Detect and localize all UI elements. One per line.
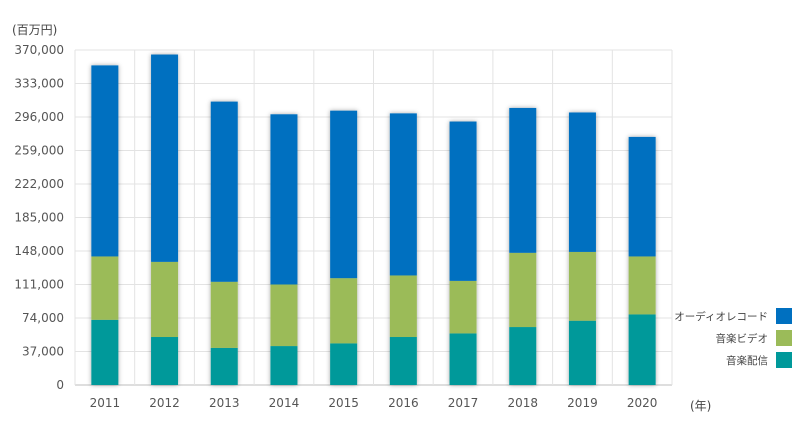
bar---2014 — [270, 284, 298, 347]
bar---2013 — [210, 101, 238, 282]
bar---2012 — [151, 261, 179, 338]
legend-swatch — [776, 352, 792, 368]
bar-stack-2011 — [91, 65, 119, 385]
bar-stack-2013 — [210, 101, 238, 385]
bar---2018 — [509, 107, 537, 253]
bar---2020 — [628, 314, 656, 385]
bar---2014 — [270, 346, 298, 385]
y-tick-label: 222,000 — [14, 177, 64, 191]
legend-label: 音楽配信 — [726, 354, 768, 367]
bar---2011 — [91, 319, 119, 385]
bar-stack-2015 — [330, 110, 358, 385]
bar-stack-2020 — [628, 136, 656, 385]
bar---2013 — [210, 281, 238, 348]
bar---2018 — [509, 252, 537, 328]
bar---2020 — [628, 256, 656, 315]
y-tick-label: 111,000 — [14, 278, 64, 292]
legend-swatch — [776, 330, 792, 346]
y-tick-label: 148,000 — [14, 244, 64, 258]
bar---2015 — [330, 343, 358, 385]
y-tick-label: 296,000 — [14, 110, 64, 124]
y-tick-label: 185,000 — [14, 211, 64, 225]
x-tick-label: 2013 — [209, 396, 240, 410]
bar---2011 — [91, 256, 119, 320]
y-tick-label: 74,000 — [22, 311, 64, 325]
bar---2018 — [509, 327, 537, 385]
bar---2015 — [330, 110, 358, 279]
bar---2015 — [330, 278, 358, 344]
bar---2017 — [449, 121, 477, 281]
legend-item: オーディオレコード — [674, 308, 792, 324]
x-tick-label: 2012 — [149, 396, 180, 410]
bar---2011 — [91, 65, 119, 257]
y-tick-label: 0 — [56, 378, 64, 392]
bar---2016 — [389, 337, 417, 385]
bar---2016 — [389, 113, 417, 276]
legend-item: 音楽ビデオ — [716, 330, 792, 346]
bar---2013 — [210, 347, 238, 385]
legend-swatch — [776, 308, 792, 324]
x-axis-unit-label: (年) — [690, 399, 711, 413]
bar-stack-2016 — [389, 113, 417, 385]
bar-stack-2017 — [449, 121, 477, 385]
y-axis-ticks: 0 37,000 74,000 111,000 148,000 185,000 222,00… — [14, 43, 64, 392]
bars — [91, 54, 656, 385]
bar---2012 — [151, 54, 179, 262]
bar-stack-2019 — [568, 112, 596, 385]
bar---2014 — [270, 114, 298, 285]
y-tick-label: 370,000 — [14, 43, 64, 57]
x-tick-label: 2015 — [328, 396, 359, 410]
bar---2017 — [449, 333, 477, 385]
y-tick-label: 333,000 — [14, 77, 64, 91]
bar-stack-2018 — [509, 107, 537, 385]
bar---2020 — [628, 136, 656, 257]
bar---2017 — [449, 280, 477, 334]
x-tick-label: 2011 — [90, 396, 121, 410]
legend-label: オーディオレコード — [674, 310, 768, 323]
y-tick-label: 37,000 — [22, 345, 64, 359]
y-axis-unit-label: (百万円) — [12, 23, 57, 37]
bar-stack-2014 — [270, 114, 298, 385]
x-tick-label: 2014 — [269, 396, 300, 410]
bar---2019 — [568, 320, 596, 385]
y-tick-label: 259,000 — [14, 144, 64, 158]
bar---2016 — [389, 275, 417, 338]
legend-label: 音楽ビデオ — [716, 332, 769, 345]
x-tick-label: 2019 — [567, 396, 598, 410]
legend-item: 音楽配信 — [726, 352, 792, 368]
x-axis-ticks: 2011 2012 2013 2014 2015 2016 2017 2018 2019 2020 — [90, 396, 658, 410]
x-tick-label: 2017 — [448, 396, 479, 410]
x-tick-label: 2016 — [388, 396, 419, 410]
bar-stack-2012 — [151, 54, 179, 385]
x-tick-label: 2018 — [507, 396, 538, 410]
bar---2019 — [568, 112, 596, 252]
bar---2012 — [151, 337, 179, 385]
bar---2019 — [568, 251, 596, 321]
x-tick-label: 2020 — [627, 396, 658, 410]
